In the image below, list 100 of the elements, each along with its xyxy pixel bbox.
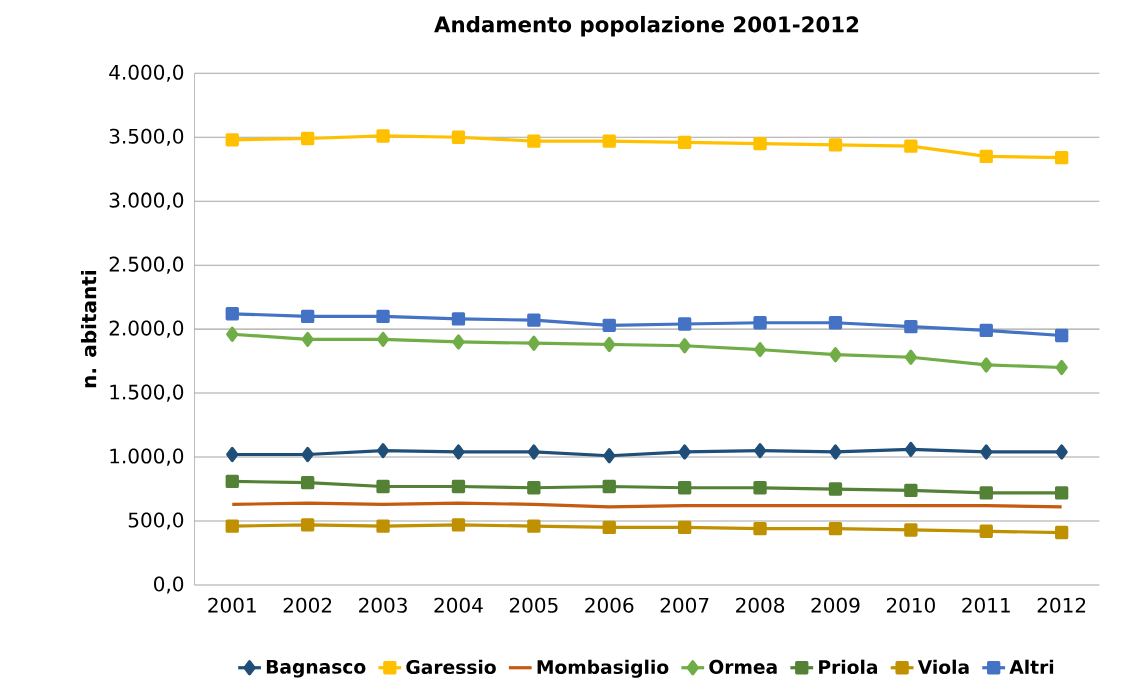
point xyxy=(904,441,917,457)
x-tick-label: 2006 xyxy=(585,597,634,613)
point xyxy=(451,518,466,532)
x-tick-label: 2009 xyxy=(811,597,860,613)
point xyxy=(376,479,390,494)
x-tick-label: 2008 xyxy=(736,597,785,613)
point xyxy=(602,479,616,494)
point xyxy=(979,323,993,337)
x-tick-label: 2002 xyxy=(283,597,332,613)
point xyxy=(376,331,390,347)
point xyxy=(904,319,918,334)
point xyxy=(225,306,239,321)
point xyxy=(451,130,466,144)
point xyxy=(753,480,767,495)
x-tick-label: 2007 xyxy=(660,597,709,613)
point xyxy=(602,134,616,148)
point xyxy=(753,136,767,151)
point xyxy=(677,520,692,534)
x-tick-label: 2010 xyxy=(886,597,935,613)
point xyxy=(753,315,767,330)
legend-label: Mombasiglio xyxy=(537,659,669,678)
point xyxy=(226,446,239,462)
point xyxy=(1055,444,1068,460)
point xyxy=(904,139,918,153)
point xyxy=(828,138,843,152)
point xyxy=(376,442,390,459)
point xyxy=(527,335,540,351)
point xyxy=(451,479,466,494)
point xyxy=(980,444,993,460)
point xyxy=(527,519,541,533)
point xyxy=(603,448,616,464)
point xyxy=(979,486,993,500)
point xyxy=(753,341,767,358)
legend-label: Viola xyxy=(917,659,969,674)
legend-label: Bagnasco xyxy=(266,659,366,678)
point xyxy=(226,326,239,342)
point xyxy=(225,474,239,488)
legend-label: Garessio xyxy=(406,659,496,674)
point xyxy=(678,338,691,354)
point xyxy=(376,519,390,533)
chart-title: Andamento popolazione 2001-2012 xyxy=(434,15,859,37)
x-tick-label: 2011 xyxy=(962,597,1010,613)
point xyxy=(753,442,767,459)
point xyxy=(1055,328,1069,343)
legend-label: Altri xyxy=(1009,659,1054,674)
point xyxy=(527,134,541,148)
point xyxy=(527,313,541,327)
point xyxy=(300,475,315,490)
point xyxy=(1055,359,1068,375)
y-tick-label: 3.500,0 xyxy=(109,128,184,146)
y-tick-label: 3.000,0 xyxy=(109,192,184,210)
point xyxy=(980,357,993,373)
point xyxy=(225,519,239,533)
y-tick-label: 0,0 xyxy=(154,576,184,594)
point xyxy=(904,349,917,365)
point xyxy=(603,336,616,352)
point xyxy=(301,331,314,347)
legend-label: Ormea xyxy=(709,659,777,674)
point xyxy=(828,315,843,330)
y-tick-label: 500,0 xyxy=(128,512,184,530)
x-tick-label: 2003 xyxy=(359,597,407,613)
x-tick-label: 2005 xyxy=(509,597,558,613)
point xyxy=(979,524,993,538)
point xyxy=(376,309,390,323)
legend-label: Priola xyxy=(819,659,878,674)
y-axis-title: n. abitanti xyxy=(80,270,97,388)
point xyxy=(376,129,390,143)
point xyxy=(527,444,540,460)
point xyxy=(300,309,315,323)
point xyxy=(1055,150,1069,165)
x-tick-label: 2004 xyxy=(434,597,483,613)
y-tick-label: 2.500,0 xyxy=(109,256,184,274)
point xyxy=(301,446,314,462)
point xyxy=(828,521,843,536)
point xyxy=(829,346,842,363)
point xyxy=(300,131,315,146)
point xyxy=(1055,525,1069,540)
y-tick-label: 2.000,0 xyxy=(109,320,184,338)
point xyxy=(677,480,692,495)
point xyxy=(753,521,767,536)
point xyxy=(452,334,465,350)
x-tick-label: 2012 xyxy=(1037,597,1086,613)
point xyxy=(904,523,918,537)
point xyxy=(904,483,918,497)
y-tick-label: 4.000,0 xyxy=(109,64,184,82)
point xyxy=(678,444,691,460)
point xyxy=(602,520,616,534)
point xyxy=(300,518,315,532)
x-tick-label: 2001 xyxy=(208,597,256,613)
point xyxy=(602,318,616,332)
point xyxy=(677,135,692,149)
point xyxy=(829,444,842,460)
y-tick-label: 1.000,0 xyxy=(110,448,184,466)
point xyxy=(828,482,843,496)
point xyxy=(451,312,466,326)
point xyxy=(527,480,541,495)
point xyxy=(979,149,993,163)
y-tick-label: 1.500,0 xyxy=(110,384,184,402)
point xyxy=(677,317,692,331)
point xyxy=(1055,486,1069,500)
